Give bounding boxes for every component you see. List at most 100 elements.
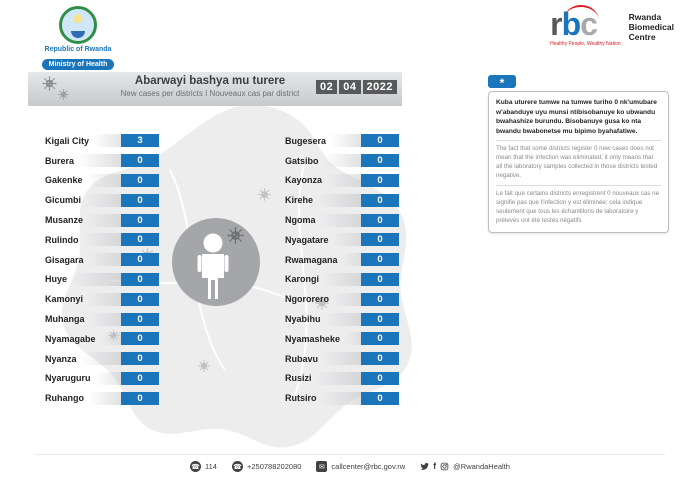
district-bar: 0 bbox=[332, 233, 399, 247]
page-title: Abarwayi bashya mu turere bbox=[134, 75, 286, 87]
district-row: Gatsibo 0 bbox=[285, 151, 399, 171]
district-bar: 0 bbox=[71, 272, 159, 286]
district-name: Bugesera bbox=[285, 135, 327, 146]
district-name: Gakenke bbox=[45, 175, 83, 186]
ministry-label: Ministry of Health bbox=[41, 59, 115, 70]
case-count: 0 bbox=[361, 292, 399, 306]
district-row: Kigali City 3 bbox=[45, 131, 159, 151]
district-name: Rulindo bbox=[45, 234, 79, 245]
district-name: Muhanga bbox=[45, 314, 85, 325]
case-count: 0 bbox=[121, 213, 159, 227]
district-bar: 0 bbox=[99, 332, 159, 346]
hotline-short: ☎ 114 bbox=[190, 461, 217, 472]
asterisk-icon: * bbox=[488, 75, 516, 90]
twitter-icon bbox=[420, 463, 429, 470]
district-row: Nyamagabe 0 bbox=[45, 329, 159, 349]
district-name: Ngoma bbox=[285, 215, 316, 226]
district-name: Nyagatare bbox=[285, 234, 329, 245]
instagram-icon bbox=[440, 462, 449, 471]
rwanda-coat-of-arms-icon bbox=[59, 6, 97, 44]
hotline-phone-number: +250788202080 bbox=[246, 462, 302, 471]
report-date: 02 04 2022 bbox=[316, 80, 397, 94]
disclaimer-note: * Kuba uturere tumwe na tumwe turiho 0 n… bbox=[488, 75, 669, 234]
rbc-letter-c: c bbox=[580, 6, 598, 42]
district-bar: 0 bbox=[323, 272, 399, 286]
district-name: Rubavu bbox=[285, 353, 319, 364]
disclaimer-kinyarwanda: Kuba uturere tumwe na tumwe turiho 0 nk'… bbox=[496, 99, 657, 135]
date-day: 02 bbox=[316, 80, 338, 94]
rbc-letter-b: b bbox=[561, 6, 582, 42]
district-bar: 0 bbox=[326, 173, 399, 187]
case-count: 0 bbox=[121, 233, 159, 247]
case-count: 0 bbox=[361, 173, 399, 187]
district-bar: 0 bbox=[88, 391, 159, 405]
district-name: Burera bbox=[45, 155, 75, 166]
phone-icon: ☎ bbox=[231, 461, 243, 472]
district-bar: 0 bbox=[333, 292, 399, 306]
district-row: Rubavu 0 bbox=[285, 349, 399, 369]
case-count: 0 bbox=[361, 371, 399, 385]
district-name: Karongi bbox=[285, 274, 320, 285]
case-count: 0 bbox=[361, 213, 399, 227]
district-name: Ruhango bbox=[45, 393, 84, 404]
district-bar: 0 bbox=[85, 193, 159, 207]
district-row: Ruhango 0 bbox=[45, 388, 159, 408]
district-bar: 0 bbox=[330, 134, 399, 148]
district-bar: 0 bbox=[82, 233, 159, 247]
case-count: 0 bbox=[121, 332, 159, 346]
district-row: Bugesera 0 bbox=[285, 131, 399, 151]
hotline-short-number: 114 bbox=[205, 462, 217, 471]
phone-icon: ☎ bbox=[190, 461, 202, 472]
district-row: Rutsiro 0 bbox=[285, 388, 399, 408]
district-row: Ngoma 0 bbox=[285, 210, 399, 230]
hotline-phone: ☎ +250788202080 bbox=[231, 461, 302, 472]
virus-icon bbox=[198, 360, 210, 372]
district-bar: 3 bbox=[93, 134, 159, 148]
district-bar: 0 bbox=[87, 253, 159, 267]
district-row: Nyagatare 0 bbox=[285, 230, 399, 250]
district-row: Muhanga 0 bbox=[45, 309, 159, 329]
case-count: 0 bbox=[361, 154, 399, 168]
disclaimer-body: Kuba uturere tumwe na tumwe turiho 0 nk'… bbox=[488, 91, 669, 234]
district-name: Rutsiro bbox=[285, 393, 317, 404]
case-count: 0 bbox=[121, 173, 159, 187]
district-bar: 0 bbox=[317, 193, 399, 207]
social-handle: f @RwandaHealth bbox=[420, 462, 510, 471]
disclaimer-french: Le fait que certains districts enregistr… bbox=[496, 185, 661, 226]
virus-icon bbox=[58, 89, 69, 100]
disclaimer-english: The fact that some districts register 0 … bbox=[496, 140, 661, 181]
case-count: 0 bbox=[361, 332, 399, 346]
district-row: Kayonza 0 bbox=[285, 171, 399, 191]
virus-icon bbox=[258, 188, 271, 201]
contact-email: ✉ callcenter@rbc.gov.rw bbox=[316, 461, 405, 472]
district-row: Karongi 0 bbox=[285, 270, 399, 290]
district-name: Nyaruguru bbox=[45, 373, 91, 384]
district-row: Musanze 0 bbox=[45, 210, 159, 230]
district-row: Ngororero 0 bbox=[285, 289, 399, 309]
case-count: 0 bbox=[361, 253, 399, 267]
district-column-left: Kigali City 3 Burera 0 Gakenke 0 Gicumbi 0 M… bbox=[45, 131, 159, 408]
district-bar: 0 bbox=[322, 352, 399, 366]
district-name: Musanze bbox=[45, 215, 84, 226]
case-count: 0 bbox=[361, 391, 399, 405]
date-year: 2022 bbox=[362, 80, 397, 94]
district-bar: 0 bbox=[87, 213, 159, 227]
rbc-name-line2: Biomedical bbox=[628, 21, 674, 32]
district-name: Gatsibo bbox=[285, 155, 319, 166]
virus-icon bbox=[42, 76, 57, 91]
footer-contacts: ☎ 114 ☎ +250788202080 ✉ callcenter@rbc.g… bbox=[35, 454, 665, 472]
person-icon bbox=[197, 233, 229, 299]
district-name: Kigali City bbox=[45, 135, 90, 146]
district-name: Ngororero bbox=[285, 294, 330, 305]
virus-icon bbox=[315, 296, 329, 310]
district-name: Gisagara bbox=[45, 254, 84, 265]
district-bar: 0 bbox=[88, 312, 159, 326]
district-name: Kamonyi bbox=[45, 294, 84, 305]
district-row: Burera 0 bbox=[45, 151, 159, 171]
district-bar: 0 bbox=[322, 154, 399, 168]
district-row: Gakenke 0 bbox=[45, 171, 159, 191]
rbc-letters-block: rbc Healthy People, Wealthy Nation bbox=[550, 3, 621, 47]
district-row: Nyabihu 0 bbox=[285, 309, 399, 329]
district-row: Gisagara 0 bbox=[45, 250, 159, 270]
district-row: Nyanza 0 bbox=[45, 349, 159, 369]
